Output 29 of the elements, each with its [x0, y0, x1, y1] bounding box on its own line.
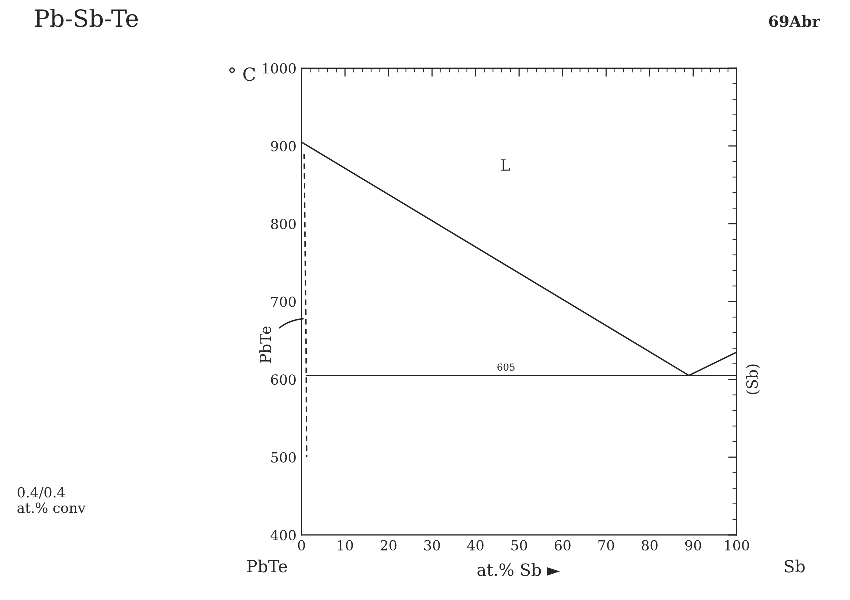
text: Sb — [785, 560, 805, 573]
text: 69Abr — [769, 15, 820, 28]
x-tick-label: 30 — [424, 540, 440, 551]
y-tick-label: 400 — [270, 530, 296, 541]
x-tick-label: 50 — [512, 540, 528, 551]
y-axis-title: ° C — [230, 68, 256, 82]
y-tick-label: 900 — [271, 141, 296, 152]
x-tick-label: 0 — [298, 540, 306, 551]
x-tick-label: 90 — [685, 540, 702, 551]
y-tick-label: 600 — [271, 374, 296, 386]
text: 0.4/0.4 at.% conv — [18, 487, 86, 514]
x-tick-label: 70 — [598, 540, 614, 551]
x-tick-label: 10 — [338, 540, 354, 551]
x-tick-label: 80 — [642, 540, 658, 551]
x-tick-label: 40 — [467, 540, 484, 551]
x-tick-label: 20 — [380, 540, 397, 551]
x-tick-label: 60 — [554, 540, 571, 551]
text: PbTe — [247, 560, 288, 573]
annotation: PbTe — [260, 326, 272, 364]
annotation: L — [502, 160, 510, 171]
y-tick-label: 700 — [272, 296, 296, 308]
annotation: 605 — [498, 364, 515, 372]
annotation: (Sb) — [746, 364, 760, 394]
y-tick-label: 1000 — [263, 63, 296, 74]
x-tick-label: 100 — [725, 540, 750, 551]
x-axis-title: at.% Sb ► — [478, 563, 560, 576]
y-tick-label: 800 — [271, 218, 296, 230]
y-tick-label: 500 — [272, 452, 296, 463]
text: Pb-Sb-Te — [35, 9, 138, 28]
